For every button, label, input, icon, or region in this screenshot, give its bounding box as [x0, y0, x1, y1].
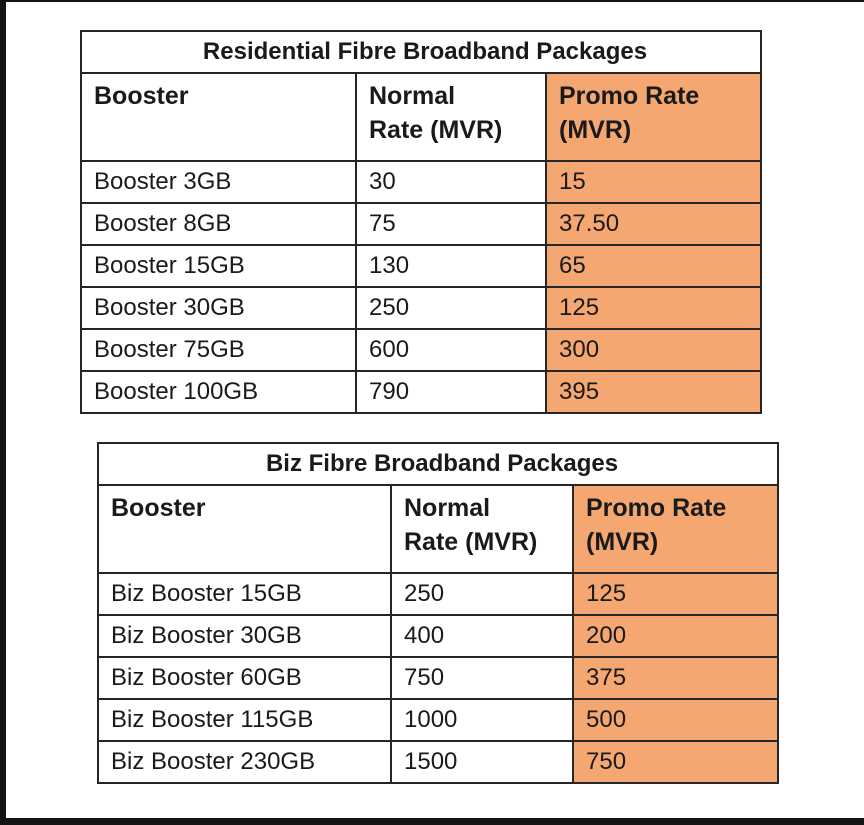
page-frame-left-edge: [0, 0, 6, 825]
booster-cell: Biz Booster 230GB: [97, 740, 392, 784]
table-row: Booster 3GB 30 15: [80, 160, 762, 204]
column-header-booster: Booster: [80, 72, 357, 162]
header-line: Booster: [111, 494, 206, 522]
normal-rate-cell: 600: [355, 328, 547, 372]
column-header-booster: Booster: [97, 484, 392, 574]
header-line: Promo Rate: [559, 82, 700, 110]
booster-cell: Booster 15GB: [80, 244, 357, 288]
booster-cell: Biz Booster 15GB: [97, 572, 392, 616]
column-header-normal-rate: Normal Rate (MVR): [355, 72, 547, 162]
promo-rate-cell: 15: [545, 160, 762, 204]
column-header-normal-rate: Normal Rate (MVR): [390, 484, 574, 574]
normal-rate-cell: 250: [355, 286, 547, 330]
normal-rate-cell: 400: [390, 614, 574, 658]
promo-rate-cell: 500: [571, 698, 780, 742]
header-line: (MVR): [586, 527, 659, 556]
table-title: Residential Fibre Broadband Packages: [80, 30, 762, 74]
booster-cell: Booster 8GB: [80, 202, 357, 246]
promo-rate-cell: 395: [545, 370, 762, 414]
booster-cell: Booster 100GB: [80, 370, 357, 414]
promo-rate-cell: 750: [571, 740, 780, 784]
table-row: Booster 75GB 600 300: [80, 328, 762, 372]
table-row: Biz Booster 30GB 400 200: [97, 614, 780, 658]
normal-rate-cell: 75: [355, 202, 547, 246]
header-line: Rate (MVR): [369, 115, 503, 144]
page-frame-bottom-edge: [0, 818, 864, 825]
booster-cell: Biz Booster 60GB: [97, 656, 392, 700]
header-line: Booster: [94, 82, 189, 110]
promo-rate-cell: 65: [545, 244, 762, 288]
header-line: Promo Rate: [586, 494, 727, 522]
booster-cell: Biz Booster 115GB: [97, 698, 392, 742]
table-row: Biz Booster 60GB 750 375: [97, 656, 780, 700]
promo-rate-cell: 125: [545, 286, 762, 330]
promo-rate-cell: 125: [571, 572, 780, 616]
header-line: Normal: [369, 82, 456, 110]
table-title: Biz Fibre Broadband Packages: [96, 442, 780, 486]
table-title-row: Residential Fibre Broadband Packages: [80, 30, 762, 74]
booster-cell: Booster 30GB: [80, 286, 357, 330]
biz-packages-table: Biz Fibre Broadband Packages Booster Nor…: [96, 442, 780, 784]
promo-rate-cell: 300: [545, 328, 762, 372]
table-row: Booster 30GB 250 125: [80, 286, 762, 330]
normal-rate-cell: 750: [390, 656, 574, 700]
header-line: Rate (MVR): [404, 527, 538, 556]
promo-rate-cell: 375: [571, 656, 780, 700]
normal-rate-cell: 1500: [390, 740, 574, 784]
header-line: (MVR): [559, 115, 632, 144]
residential-packages-table: Residential Fibre Broadband Packages Boo…: [80, 30, 762, 414]
normal-rate-cell: 250: [390, 572, 574, 616]
table-row: Booster 100GB 790 395: [80, 370, 762, 414]
normal-rate-cell: 1000: [390, 698, 574, 742]
table-title-row: Biz Fibre Broadband Packages: [96, 442, 780, 486]
normal-rate-cell: 30: [355, 160, 547, 204]
header-line: Normal: [404, 494, 491, 522]
booster-cell: Booster 3GB: [80, 160, 357, 204]
booster-cell: Biz Booster 30GB: [97, 614, 392, 658]
page-frame-top-edge: [0, 0, 864, 2]
column-header-promo-rate: Promo Rate (MVR): [545, 72, 762, 162]
column-header-promo-rate: Promo Rate (MVR): [571, 484, 780, 574]
table-row: Booster 15GB 130 65: [80, 244, 762, 288]
table-row: Booster 8GB 75 37.50: [80, 202, 762, 246]
table-header-row: Booster Normal Rate (MVR) Promo Rate (MV…: [97, 484, 780, 574]
booster-cell: Booster 75GB: [80, 328, 357, 372]
table-row: Biz Booster 230GB 1500 750: [97, 740, 780, 784]
promo-rate-cell: 200: [571, 614, 780, 658]
table-row: Biz Booster 15GB 250 125: [97, 572, 780, 616]
table-header-row: Booster Normal Rate (MVR) Promo Rate (MV…: [80, 72, 762, 162]
normal-rate-cell: 790: [355, 370, 547, 414]
normal-rate-cell: 130: [355, 244, 547, 288]
promo-rate-cell: 37.50: [545, 202, 762, 246]
table-row: Biz Booster 115GB 1000 500: [97, 698, 780, 742]
